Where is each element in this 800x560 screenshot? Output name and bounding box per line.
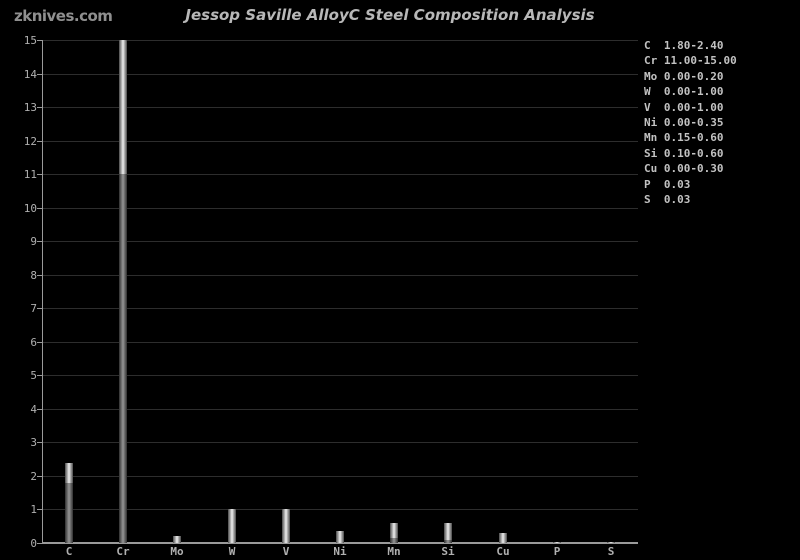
y-tick-label: 5: [30, 369, 37, 382]
gridline: [43, 40, 638, 41]
x-axis-line: [42, 542, 638, 544]
bar: [499, 533, 507, 543]
x-tick-label: P: [553, 545, 561, 558]
y-tick: [37, 476, 42, 477]
x-tick-label: Mn: [387, 545, 401, 558]
y-tick-label: 7: [30, 302, 37, 315]
gridline: [43, 409, 638, 410]
gridline: [43, 476, 638, 477]
x-tick-label: W: [228, 545, 236, 558]
y-tick: [37, 308, 42, 309]
gridline: [43, 509, 638, 510]
site-logo: zknives.com: [14, 7, 113, 25]
gridline: [43, 208, 638, 209]
gridline: [43, 141, 638, 142]
legend-item: Mn 0.15-0.60: [644, 131, 724, 144]
gridline: [43, 342, 638, 343]
y-tick-label: 3: [30, 436, 37, 449]
bar: [119, 40, 127, 174]
gridline: [43, 375, 638, 376]
legend-item: W 0.00-1.00: [644, 85, 724, 98]
bar: [65, 483, 73, 543]
x-tick-label: Cr: [116, 545, 130, 558]
y-tick: [37, 442, 42, 443]
legend-item: P 0.03: [644, 178, 691, 191]
gridline: [43, 74, 638, 75]
y-tick: [37, 241, 42, 242]
y-tick: [37, 74, 42, 75]
legend-item: Si 0.10-0.60: [644, 147, 724, 160]
y-tick-label: 6: [30, 336, 37, 349]
y-tick-label: 11: [23, 168, 37, 181]
y-tick: [37, 543, 42, 544]
bar: [65, 463, 73, 483]
bar: [173, 536, 181, 543]
gridline: [43, 275, 638, 276]
legend-item: C 1.80-2.40: [644, 39, 724, 52]
gridline: [43, 308, 638, 309]
y-tick-label: 10: [23, 202, 37, 215]
x-tick-label: Ni: [333, 545, 347, 558]
bar: [390, 538, 398, 543]
x-tick-label: V: [282, 545, 290, 558]
y-tick: [37, 141, 42, 142]
bar: [444, 523, 452, 540]
y-tick: [37, 107, 42, 108]
legend-item: Mo 0.00-0.20: [644, 70, 724, 83]
chart-title: Jessop Saville AlloyC Steel Composition …: [185, 6, 595, 24]
gridline: [43, 107, 638, 108]
x-tick-label: Cu: [496, 545, 510, 558]
y-tick-label: 15: [23, 34, 37, 47]
y-tick-label: 0: [30, 537, 37, 550]
y-tick-label: 13: [23, 101, 37, 114]
legend-item: V 0.00-1.00: [644, 101, 724, 114]
y-tick: [37, 40, 42, 41]
x-tick-label: S: [607, 545, 615, 558]
y-tick-label: 1: [30, 503, 37, 516]
bar: [607, 542, 615, 543]
bar: [336, 531, 344, 543]
bar: [282, 509, 290, 543]
y-tick: [37, 208, 42, 209]
gridline: [43, 174, 638, 175]
y-tick: [37, 275, 42, 276]
x-tick-label: Si: [441, 545, 455, 558]
y-tick-label: 4: [30, 403, 37, 416]
y-tick: [37, 375, 42, 376]
y-tick: [37, 509, 42, 510]
y-axis-line: [42, 40, 43, 544]
bar: [119, 174, 127, 543]
x-tick-label: C: [65, 545, 73, 558]
y-tick-label: 2: [30, 470, 37, 483]
bar: [390, 523, 398, 538]
bar: [228, 509, 236, 543]
y-tick-label: 9: [30, 235, 37, 248]
legend-item: Cr 11.00-15.00: [644, 54, 737, 67]
legend-item: Cu 0.00-0.30: [644, 162, 724, 175]
bar: [444, 540, 452, 543]
y-tick: [37, 409, 42, 410]
y-tick-label: 8: [30, 269, 37, 282]
gridline: [43, 241, 638, 242]
y-tick: [37, 342, 42, 343]
x-tick-label: Mo: [170, 545, 184, 558]
legend-item: S 0.03: [644, 193, 691, 206]
y-tick-label: 12: [23, 135, 37, 148]
legend-item: Ni 0.00-0.35: [644, 116, 724, 129]
gridline: [43, 442, 638, 443]
bar: [553, 542, 561, 543]
y-tick-label: 14: [23, 68, 37, 81]
y-tick: [37, 174, 42, 175]
